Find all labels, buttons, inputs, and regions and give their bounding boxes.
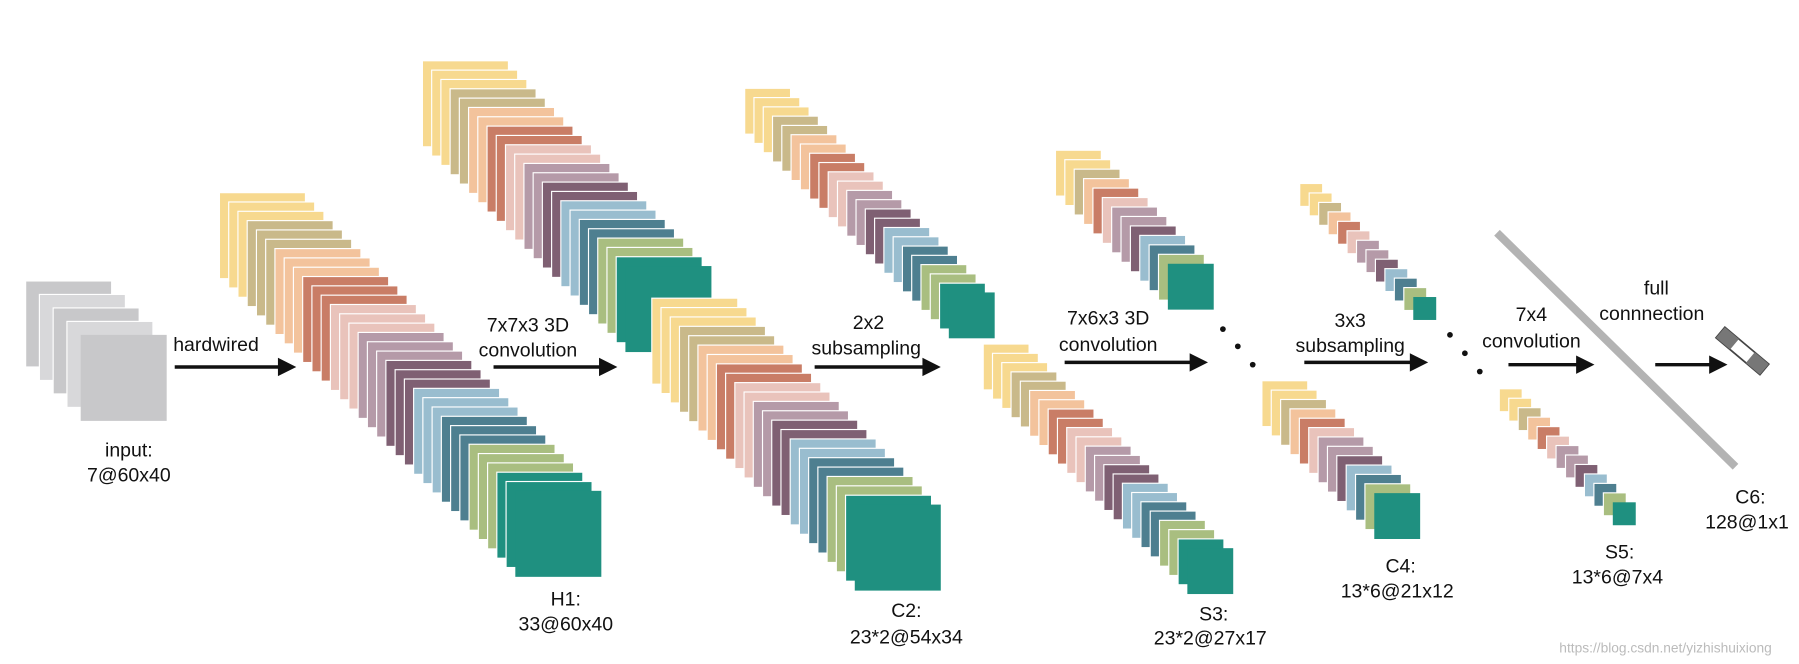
ellipsis-dot	[1234, 343, 1241, 350]
operation-label: 7x6x3 3D	[1067, 308, 1149, 330]
ellipsis-dot	[1447, 332, 1453, 338]
ellipsis-dot	[1476, 368, 1483, 375]
operation-label: hardwired	[173, 334, 259, 356]
operation-label: connnection	[1599, 303, 1704, 325]
operation-label: 7x7x3 3D	[487, 314, 569, 336]
operation-label: full	[1644, 278, 1669, 300]
feature-map	[1413, 297, 1437, 320]
feature-map	[1187, 548, 1234, 595]
layer-label: S3:	[1199, 603, 1228, 625]
operation-label: 3x3	[1334, 310, 1365, 332]
feature-map	[1167, 263, 1214, 310]
output-fill	[1716, 327, 1739, 350]
arrows	[174, 326, 1728, 377]
layer-shape: 23*2@54x34	[850, 626, 963, 648]
ellipsis-dot	[1462, 350, 1468, 357]
arrow-head	[922, 357, 941, 377]
arrow-head	[1709, 355, 1728, 374]
operation-label: convolution	[1482, 330, 1581, 352]
layer-stacks	[25, 60, 1770, 595]
feature-map	[854, 504, 941, 591]
layer-shape: 128@1x1	[1705, 512, 1789, 534]
operation-label: subsampling	[812, 337, 921, 359]
layer-shape: 33@60x40	[519, 614, 614, 636]
output-fill	[1745, 352, 1769, 375]
watermark: https://blog.csdn.net/yizhishuixiong	[1559, 641, 1772, 656]
operation-label: subsampling	[1295, 335, 1404, 357]
feature-map	[948, 292, 995, 339]
arrow-head	[1409, 353, 1429, 372]
layer-label: S5:	[1605, 541, 1634, 563]
layer-label: C2:	[891, 600, 921, 622]
layer-shape: 13*6@21x12	[1341, 580, 1454, 602]
feature-map	[80, 334, 167, 421]
feature-map	[515, 490, 602, 577]
fc-layer	[1494, 229, 1739, 470]
layer-shape: 13*6@7x4	[1572, 567, 1663, 589]
layer-label: input:	[105, 439, 153, 461]
arrow-head	[277, 357, 297, 377]
layer-label: H1:	[551, 589, 581, 611]
operation-label: convolution	[1059, 334, 1158, 356]
ellipsis-dot	[1220, 326, 1226, 332]
operation-label: 7x4	[1516, 304, 1548, 326]
layer-label: C6:	[1735, 486, 1765, 508]
arrow-head	[1189, 353, 1208, 372]
arrow-head	[1576, 355, 1595, 374]
ellipsis-dot	[1249, 361, 1256, 368]
layer-label: C4:	[1385, 555, 1415, 577]
operation-label: 2x2	[853, 312, 884, 334]
feature-map	[1374, 493, 1421, 539]
arrow-head	[599, 357, 618, 377]
operation-label: convolution	[479, 340, 578, 362]
output-unit	[1714, 326, 1770, 376]
layer-shape: 23*2@27x17	[1154, 628, 1267, 650]
feature-map	[1612, 502, 1636, 526]
layer-shape: 7@60x40	[87, 465, 171, 487]
